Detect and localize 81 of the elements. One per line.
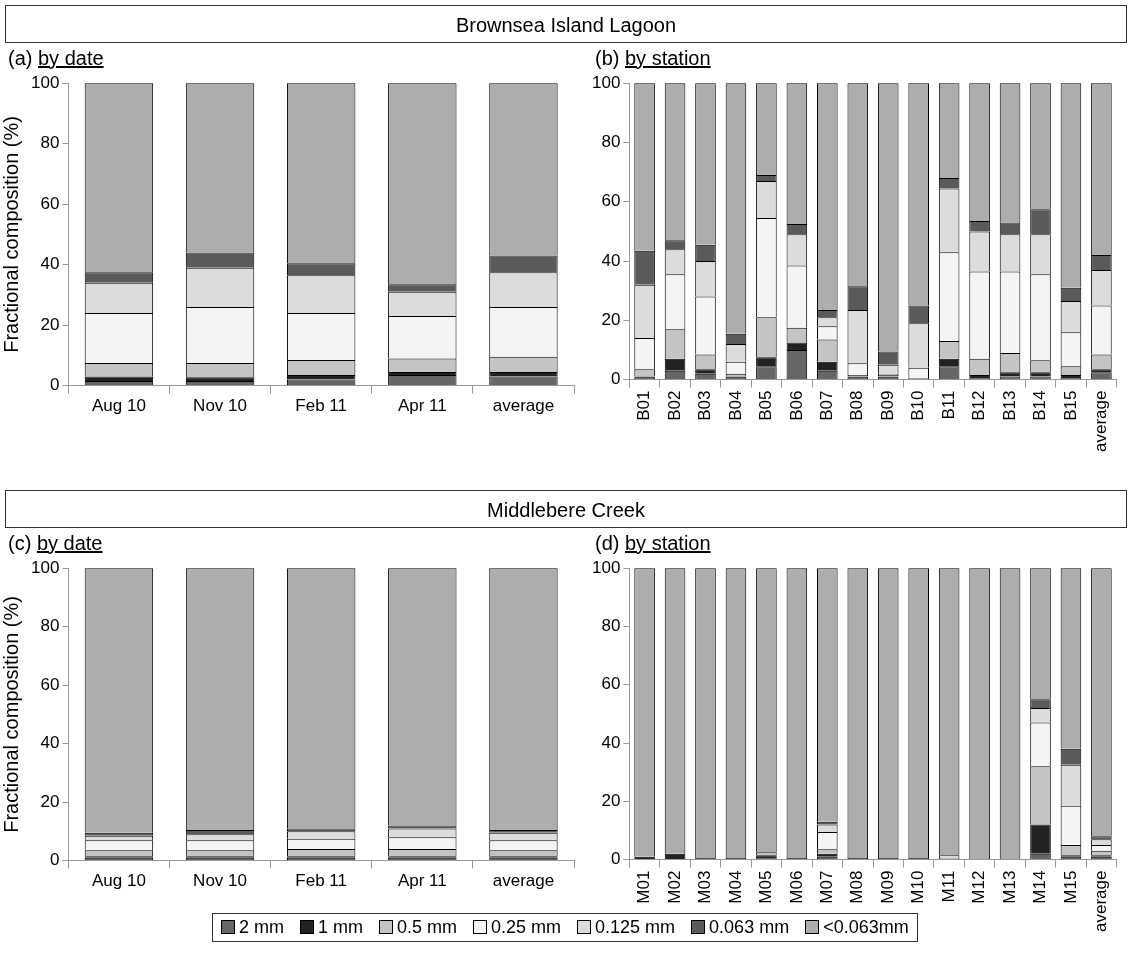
x-tick-label: M11 <box>938 870 958 903</box>
x-tick-label: average <box>1091 390 1111 452</box>
y-tick-label: 100 <box>30 557 60 577</box>
y-tick-label: 40 <box>40 733 60 753</box>
y-tick-label: 20 <box>40 314 60 334</box>
x-tick-label: Aug 10 <box>91 871 146 891</box>
x-tick-label: B11 <box>938 390 958 420</box>
x-tick-label: M14 <box>1030 870 1050 904</box>
x-tick-label: B01 <box>634 390 654 421</box>
x-tick-label: Apr 11 <box>397 396 447 416</box>
chart-subtitle: (b) by station <box>595 47 711 70</box>
y-tick-label: 20 <box>40 791 60 811</box>
legend-label: 0.5 mm <box>397 917 458 937</box>
x-tick-label: average <box>1091 870 1111 932</box>
y-tick-label: 80 <box>40 133 60 153</box>
legend-label: 0.063 mm <box>709 917 790 937</box>
legend-label: 2 mm <box>239 917 284 937</box>
legend-label: 1 mm <box>318 917 363 937</box>
x-tick-label: M15 <box>1060 870 1080 904</box>
y-tick-label: 80 <box>601 132 621 152</box>
chart-subtitle: (a) by date <box>8 47 104 70</box>
chart-title: Brownsea Island Lagoon <box>5 5 1127 43</box>
x-tick-label: B04 <box>725 390 745 421</box>
x-tick-label: B08 <box>847 390 867 421</box>
x-tick-label: M05 <box>756 870 776 904</box>
legend-label: <0.063mm <box>823 917 909 937</box>
x-tick-label: B06 <box>786 390 806 421</box>
x-tick-label: Apr 11 <box>397 871 447 891</box>
x-tick-label: average <box>492 871 555 891</box>
x-tick-label: B12 <box>969 390 989 421</box>
legend-label: 0.25 mm <box>491 917 562 937</box>
y-tick-label: 0 <box>49 850 60 870</box>
x-tick-label: M10 <box>908 870 928 904</box>
x-tick-label: Nov 10 <box>193 396 247 416</box>
x-tick-label: B03 <box>695 390 715 421</box>
y-tick-label: 80 <box>40 616 60 636</box>
chart-title: Middlebere Creek <box>5 490 1127 528</box>
x-tick-label: B14 <box>1030 390 1050 421</box>
y-tick-label: 40 <box>601 732 621 752</box>
x-tick-label: M09 <box>877 870 897 904</box>
y-axis-title: Fractional composition (%) <box>0 596 22 833</box>
x-tick-label: M06 <box>786 870 806 904</box>
x-tick-label: B05 <box>756 390 776 421</box>
x-tick-label: B13 <box>999 390 1019 421</box>
x-tick-label: B10 <box>908 390 928 421</box>
x-tick-label: M01 <box>634 870 654 904</box>
x-tick-label: B15 <box>1060 390 1080 421</box>
y-tick-label: 100 <box>30 72 60 92</box>
x-tick-label: B09 <box>877 390 897 421</box>
y-tick-label: 0 <box>49 375 60 395</box>
y-tick-label: 60 <box>601 674 621 694</box>
chart-subtitle: (c) by date <box>8 532 103 555</box>
y-tick-label: 80 <box>601 616 621 636</box>
y-tick-label: 60 <box>40 674 60 694</box>
y-tick-label: 20 <box>601 790 621 810</box>
y-tick-label: 0 <box>610 369 621 389</box>
x-tick-label: M12 <box>969 870 989 904</box>
x-tick-label: M13 <box>999 870 1019 904</box>
legend-label: 0.125 mm <box>595 917 676 937</box>
x-tick-label: M03 <box>695 870 715 904</box>
y-tick-label: 40 <box>40 254 60 274</box>
x-tick-label: M04 <box>725 870 745 904</box>
y-tick-label: 60 <box>40 193 60 213</box>
chart-subtitle: (d) by station <box>595 532 711 555</box>
x-tick-label: Feb 11 <box>295 871 348 891</box>
x-tick-label: Aug 10 <box>91 396 146 416</box>
x-tick-label: average <box>492 396 555 416</box>
y-tick-label: 60 <box>601 191 621 211</box>
x-tick-label: M07 <box>817 870 837 904</box>
y-axis-title: Fractional composition (%) <box>0 116 22 353</box>
y-tick-label: 20 <box>601 309 621 329</box>
x-tick-label: M08 <box>847 870 867 904</box>
x-tick-label: Feb 11 <box>295 396 348 416</box>
x-tick-label: B02 <box>664 390 684 421</box>
x-tick-label: M02 <box>664 870 684 904</box>
y-tick-label: 100 <box>591 557 621 577</box>
y-tick-label: 100 <box>591 72 621 92</box>
y-tick-label: 0 <box>610 849 621 869</box>
y-tick-label: 40 <box>601 250 621 270</box>
x-tick-label: B07 <box>817 390 837 421</box>
x-tick-label: Nov 10 <box>193 871 247 891</box>
